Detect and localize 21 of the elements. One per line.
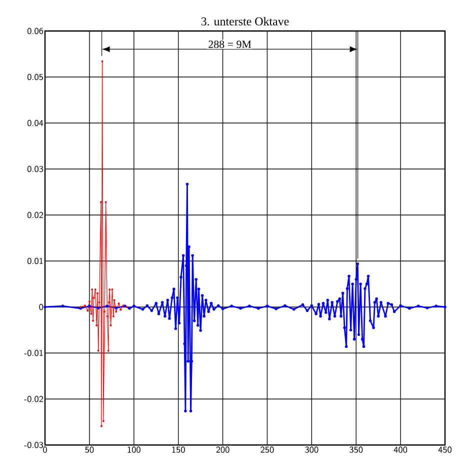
y-tick-label: 0.06 bbox=[27, 28, 44, 34]
chart-title: 3. unterste Oktave bbox=[201, 17, 289, 26]
y-tick-label: 0.04 bbox=[27, 120, 44, 126]
y-tick-label: 0.01 bbox=[27, 258, 43, 264]
y-tick-label: -0.03 bbox=[24, 442, 44, 448]
x-tick-label: 350 bbox=[350, 446, 363, 453]
x-tick-label: 150 bbox=[172, 446, 185, 453]
annotation: 288 = 9M bbox=[208, 40, 252, 48]
x-tick-label: 450 bbox=[438, 446, 452, 453]
x-tick-label: 400 bbox=[394, 446, 408, 453]
y-tick-label: -0.02 bbox=[24, 396, 44, 402]
y-tick-label: 0 bbox=[39, 304, 44, 310]
x-tick-label: 250 bbox=[260, 446, 274, 453]
y-tick-label: -0.01 bbox=[24, 350, 43, 356]
y-tick-label: 0.02 bbox=[27, 212, 44, 218]
x-tick-label: 50 bbox=[85, 446, 94, 453]
x-tick-label: 200 bbox=[216, 446, 230, 453]
x-tick-label: 100 bbox=[128, 446, 140, 453]
y-tick-label: 0.03 bbox=[27, 166, 44, 172]
y-tick-label: 0.05 bbox=[27, 74, 44, 80]
x-tick-label: 300 bbox=[305, 446, 318, 453]
